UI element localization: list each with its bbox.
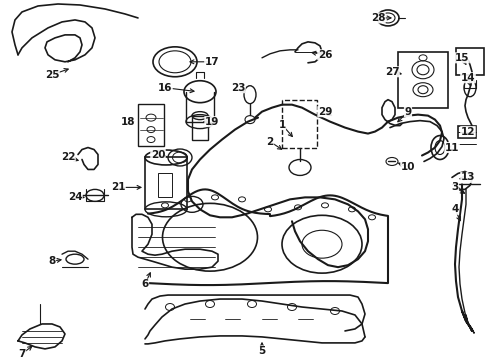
Text: 18: 18 xyxy=(121,117,135,127)
Bar xyxy=(455,48,483,75)
Text: 6: 6 xyxy=(141,279,148,289)
Text: 25: 25 xyxy=(45,70,59,80)
Text: 20: 20 xyxy=(150,149,165,159)
Text: 27: 27 xyxy=(384,67,399,77)
Bar xyxy=(145,157,186,209)
Text: 21: 21 xyxy=(110,183,125,192)
Bar xyxy=(282,100,316,148)
Text: 15: 15 xyxy=(454,53,468,63)
Bar xyxy=(397,52,447,108)
Text: 14: 14 xyxy=(460,73,474,83)
Bar xyxy=(457,126,475,138)
Text: 26: 26 xyxy=(317,50,331,60)
Text: 3: 3 xyxy=(450,183,458,192)
Bar xyxy=(138,104,163,145)
Bar xyxy=(158,174,172,197)
Text: 19: 19 xyxy=(204,117,219,127)
Text: 12: 12 xyxy=(460,127,474,136)
Text: 24: 24 xyxy=(67,192,82,202)
Text: 17: 17 xyxy=(204,57,219,67)
Text: 22: 22 xyxy=(61,153,75,162)
Text: 10: 10 xyxy=(400,162,414,172)
Text: 29: 29 xyxy=(317,107,331,117)
Text: 23: 23 xyxy=(230,83,245,93)
Text: 28: 28 xyxy=(370,13,385,23)
Text: 1: 1 xyxy=(278,120,285,130)
Bar xyxy=(192,116,207,140)
Text: 5: 5 xyxy=(258,346,265,356)
Text: 13: 13 xyxy=(460,172,474,183)
Text: 16: 16 xyxy=(158,83,172,93)
Text: 4: 4 xyxy=(450,204,458,214)
Text: 9: 9 xyxy=(404,107,411,117)
Text: 8: 8 xyxy=(48,256,56,266)
Text: 2: 2 xyxy=(266,136,273,147)
Text: 11: 11 xyxy=(444,143,458,153)
Text: 7: 7 xyxy=(18,349,26,359)
